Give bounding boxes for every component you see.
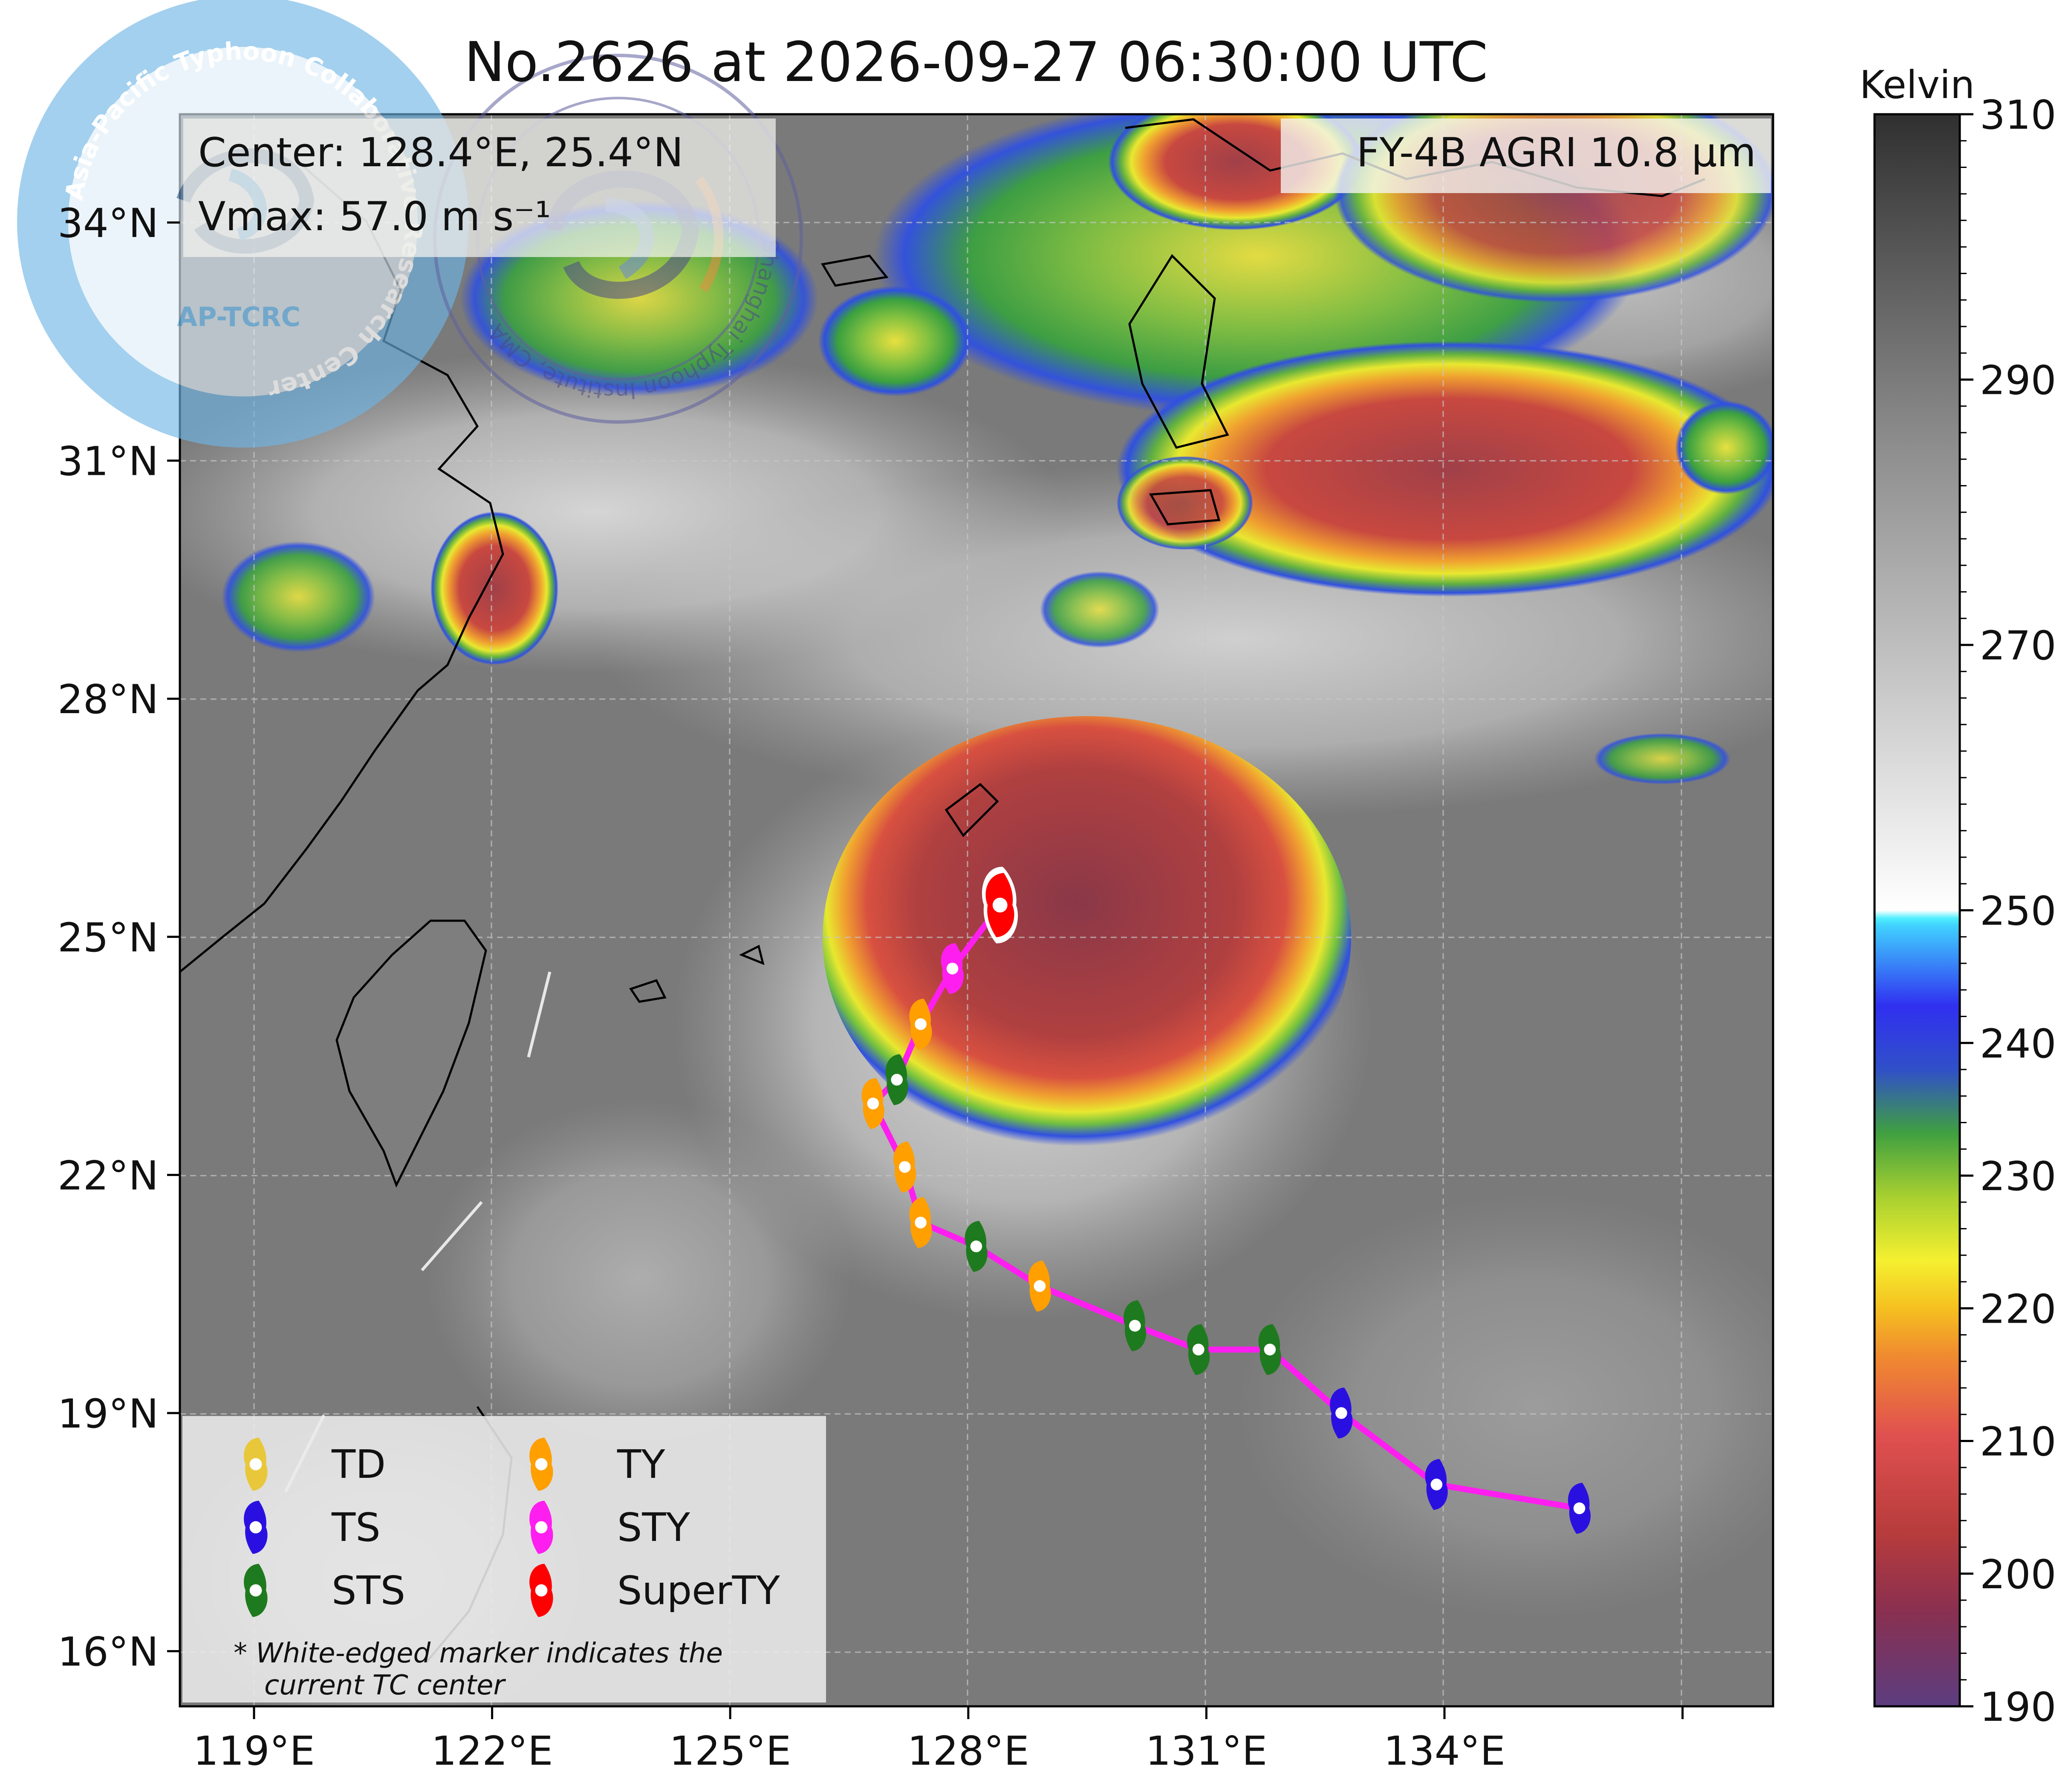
legend-symbol-td	[244, 1437, 268, 1491]
colorbar-tick-label: 230	[1980, 1153, 2056, 1200]
colorbar-tick-label: 190	[1980, 1684, 2056, 1731]
lat-tick-label: 22°N	[58, 1153, 159, 1199]
track-marker-0	[1568, 1483, 1591, 1534]
colorbar-tick-label: 270	[1980, 623, 2056, 669]
colorbar-tick-label: 310	[1980, 92, 2056, 139]
legend: TD TY TS STY STS SuperTY * White-edged marker…	[182, 1416, 826, 1702]
latitude-axis: 34°N 31°N 28°N 25°N 22°N 19°N 16°N	[58, 200, 180, 1676]
typhoon-track	[861, 867, 1591, 1534]
track-marker-10	[861, 1078, 884, 1129]
legend-symbol-ty	[529, 1437, 553, 1491]
legend-symbol-sts	[244, 1564, 268, 1617]
legend-note-1: * White-edged marker indicates the	[234, 1638, 723, 1669]
track-marker-2	[1330, 1387, 1353, 1439]
colorbar-tick-label: 290	[1980, 358, 2056, 404]
left-logo-text: AP-TCRC	[177, 301, 300, 332]
track-marker-13	[941, 943, 964, 994]
lat-tick-label: 16°N	[58, 1629, 159, 1676]
colorbar-tick-label: 240	[1980, 1021, 2056, 1067]
lon-tick-label: 131°E	[1145, 1728, 1267, 1775]
legend-symbol-sty	[529, 1500, 553, 1554]
track-marker-3	[1258, 1324, 1281, 1375]
product-text: FY-4B AGRI 10.8 µm	[1357, 130, 1756, 176]
lon-tick-label: 128°E	[907, 1728, 1029, 1775]
track-marker-8	[909, 1197, 932, 1248]
colorbar-tick-label: 220	[1980, 1286, 2056, 1332]
track-marker-14	[982, 867, 1018, 944]
lon-tick-label: 125°E	[669, 1728, 791, 1775]
lat-tick-label: 25°N	[58, 915, 159, 961]
lat-tick-label: 31°N	[58, 439, 159, 485]
colorbar: Kelvin 310 290 270 250 240 230 220 210 200 190	[1860, 63, 2057, 1731]
longitude-axis: 119°E 122°E 125°E 128°E 131°E 134°E	[193, 1706, 1684, 1775]
legend-label-ty: TY	[617, 1442, 665, 1487]
legend-note-2: current TC center	[264, 1670, 506, 1701]
track-marker-1	[1425, 1459, 1448, 1510]
lat-tick-label: 28°N	[58, 676, 159, 723]
lat-tick-label: 19°N	[58, 1391, 159, 1437]
lon-tick-label: 134°E	[1384, 1728, 1505, 1775]
track-marker-12	[909, 998, 932, 1050]
map-frame	[179, 113, 1774, 1708]
colorbar-unit: Kelvin	[1860, 63, 1975, 107]
track-marker-7	[965, 1221, 988, 1272]
track-marker-5	[1124, 1300, 1147, 1351]
lon-tick-label: 119°E	[193, 1728, 315, 1775]
track-marker-6	[1028, 1260, 1051, 1312]
track-marker-11	[885, 1054, 908, 1105]
legend-label-ts: TS	[331, 1505, 381, 1550]
legend-label-td: TD	[331, 1442, 386, 1487]
figure-title: No.2626 at 2026-09-27 06:30:00 UTC	[464, 31, 1488, 94]
colorbar-tick-label: 210	[1980, 1419, 2056, 1465]
lon-tick-label: 122°E	[431, 1728, 553, 1775]
legend-label-sts: STS	[332, 1568, 405, 1613]
lat-tick-label: 34°N	[58, 200, 159, 247]
product-box	[1281, 119, 1771, 193]
legend-symbol-ts	[244, 1500, 268, 1554]
legend-symbol-superty	[529, 1564, 553, 1617]
track-marker-4	[1187, 1324, 1210, 1375]
vmax-text: Vmax: 57.0 m s⁻¹	[198, 194, 551, 240]
info-box	[183, 119, 776, 257]
track-marker-9	[893, 1141, 916, 1193]
legend-label-sty: STY	[617, 1505, 690, 1550]
colorbar-tick-label: 200	[1980, 1552, 2056, 1598]
legend-label-superty: SuperTY	[617, 1568, 780, 1613]
colorbar-tick-label: 250	[1980, 888, 2056, 935]
center-text: Center: 128.4°E, 25.4°N	[198, 130, 683, 176]
